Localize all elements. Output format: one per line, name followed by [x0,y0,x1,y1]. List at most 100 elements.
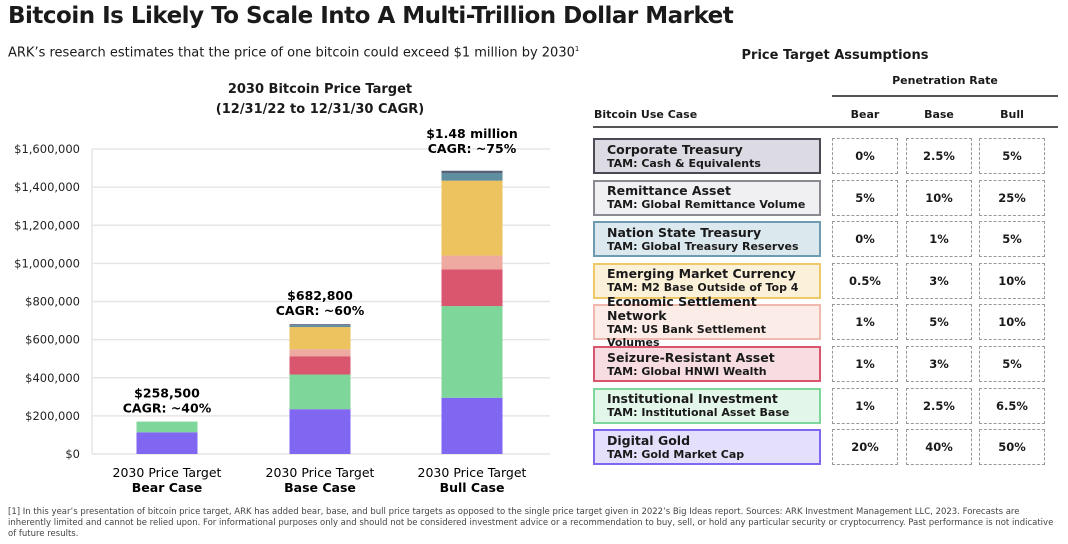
table-title: Price Target Assumptions [741,48,929,63]
bar-segment [136,421,198,433]
bar-segment [289,349,351,357]
rate-cell-bull: 6.5% [979,387,1045,424]
use-case-tam: TAM: Global HNWI Wealth [607,364,767,378]
use-case-label: Economic Settlement Network TAM: US Bank … [593,295,821,349]
rate-cell-base: 3% [906,262,972,299]
column-header-bull: Bull [1000,108,1024,121]
use-case-label: Corporate Treasury TAM: Cash & Equivalent… [593,138,821,174]
use-case-tam: TAM: Cash & Equivalents [607,156,761,170]
data-label-cagr: CAGR: ~40% [123,401,212,416]
y-tick-label: $0 [65,447,80,461]
y-tick-label: $400,000 [25,371,80,385]
rate-cell-bear: 20% [832,429,898,466]
rate-cell-base: 40% [906,429,972,466]
use-case-header: Bitcoin Use Case [594,108,698,121]
chart-subtitle: (12/31/22 to 12/31/30 CAGR) [215,102,425,117]
use-case-tam: TAM: M2 Base Outside of Top 4 [607,281,799,295]
bar-segment [136,432,198,454]
use-case-label: Digital Gold TAM: Gold Market Cap [593,429,821,466]
use-case-name: Economic Settlement Network [607,294,757,324]
use-case-name: Remittance Asset [607,183,731,199]
page-title: Bitcoin Is Likely To Scale Into A Multi-… [8,3,734,29]
use-case-tam: TAM: Institutional Asset Base [607,406,790,420]
rate-cell-bear: 0% [832,138,898,174]
use-case-name: Corporate Treasury [607,141,743,157]
x-tick-label: 2030 Price Target [113,465,222,480]
bar-segment [289,409,351,454]
subtitle-text: ARK’s research estimates that the price … [8,45,575,61]
use-case-name: Institutional Investment [607,391,778,407]
rate-cell-bull: 5% [979,221,1045,258]
rate-cell-bull: 5% [979,138,1045,174]
y-tick-label: $1,200,000 [14,218,80,232]
data-label-cagr: CAGR: ~60% [276,303,365,318]
rate-cell-bear: 1% [832,304,898,341]
rate-cell-base: 1% [906,221,972,258]
header-divider [593,126,1058,128]
x-tick-label: 2030 Price Target [418,465,527,480]
rate-cell-bear: 1% [832,346,898,382]
use-case-tam: TAM: Global Treasury Reserves [607,239,799,253]
use-case-label: Institutional Investment TAM: Institution… [593,387,821,424]
rate-cell-base: 3% [906,346,972,382]
rate-cell-bull: 5% [979,346,1045,382]
y-tick-label: $1,400,000 [14,180,80,194]
use-case-name: Seizure-Resistant Asset [607,349,775,365]
x-tick-case: Bear Case [132,480,202,495]
footnote-marker: 1 [574,45,580,53]
bar-segment [289,374,351,410]
bar-segment [441,173,503,181]
use-case-name: Digital Gold [607,432,691,448]
rate-cell-bear: 0% [832,221,898,258]
bar-segment [441,397,503,454]
column-header-base: Base [924,108,954,121]
rate-cell-bull: 10% [979,262,1045,299]
bar-segment [441,170,503,174]
y-tick-label: $1,600,000 [14,142,80,156]
rate-cell-bull: 25% [979,179,1045,216]
rate-cell-base: 10% [906,179,972,216]
data-label-price: $682,800 [287,288,353,303]
use-case-label: Emerging Market Currency TAM: M2 Base Out… [593,262,821,299]
x-tick-case: Base Case [284,480,356,495]
rate-cell-base: 2.5% [906,138,972,174]
bar-segment [289,324,351,326]
y-tick-label: $800,000 [25,295,80,309]
rate-cell-bear: 5% [832,179,898,216]
y-tick-label: $600,000 [25,333,80,347]
x-tick-label: 2030 Price Target [266,465,375,480]
column-header-bear: Bear [850,108,880,121]
x-tick-case: Bull Case [440,480,505,495]
rate-cell-bear: 0.5% [832,262,898,299]
penetration-rate-header: Penetration Rate [832,74,1058,97]
chart-title: 2030 Bitcoin Price Target (12/31/22 to 12… [150,80,490,120]
rate-cell-bull: 50% [979,429,1045,466]
stacked-bar-chart: $0 $200,000 $400,000 $600,000 $800,000 $1,000… [14,126,550,495]
data-label-price: $1.48 million [426,126,518,141]
page-subtitle: ARK’s research estimates that the price … [8,45,579,60]
use-case-name: Nation State Treasury [607,224,762,240]
rate-cell-base: 2.5% [906,387,972,424]
chart-title-text: 2030 Bitcoin Price Target [227,82,413,97]
use-case-name: Emerging Market Currency [607,266,796,282]
rate-cell-base: 5% [906,304,972,341]
rate-cell-bear: 1% [832,387,898,424]
bar-segment [289,327,351,350]
bar-segment [441,180,503,256]
bar-segment [289,356,351,375]
footnote: [1] In this year’s presentation of bitco… [8,507,1054,539]
y-tick-label: $200,000 [25,409,80,423]
bar-segment [441,255,503,270]
use-case-label: Seizure-Resistant Asset TAM: Global HNWI … [593,346,821,382]
use-case-tam: TAM: Global Remittance Volume [607,198,806,212]
use-case-label: Nation State Treasury TAM: Global Treasur… [593,221,821,258]
use-case-tam: TAM: Gold Market Cap [607,447,745,461]
data-label-cagr: CAGR: ~75% [428,141,517,156]
y-tick-label: $1,000,000 [14,256,80,270]
data-label-price: $258,500 [134,386,200,401]
use-case-label: Remittance Asset TAM: Global Remittance V… [593,179,821,216]
bar-segment [289,325,351,328]
rate-cell-bull: 10% [979,304,1045,341]
bar-segment [441,269,503,307]
bar-segment [441,306,503,398]
